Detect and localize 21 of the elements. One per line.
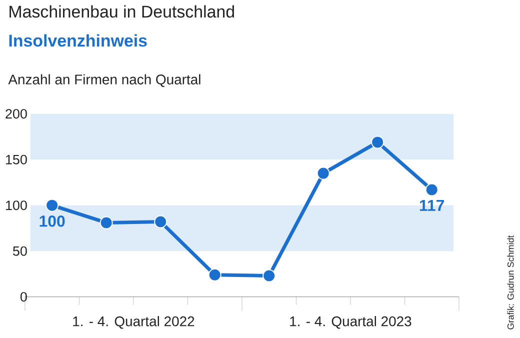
point bbox=[425, 183, 438, 196]
point bbox=[154, 215, 168, 228]
y-tick-label: 150 bbox=[6, 154, 27, 164]
point bbox=[262, 269, 276, 282]
text: 1. - 4. Quartal 2023 bbox=[290, 316, 412, 329]
point bbox=[316, 166, 330, 180]
y-tick-label: 0 bbox=[20, 292, 27, 302]
y-tick-label: 200 bbox=[6, 109, 27, 119]
point bbox=[371, 136, 384, 149]
y-tick-label: 50 bbox=[13, 246, 27, 256]
text: 1. - 4. Quartal 2022 bbox=[73, 316, 194, 329]
chart-subtitle: Insolvenzhinweis bbox=[9, 34, 147, 47]
point bbox=[208, 268, 222, 282]
data-label: 117 bbox=[420, 200, 444, 211]
chart-title: Maschinenbau in Deutschland bbox=[10, 5, 234, 18]
y-axis-title: Anzahl an Firmen nach Quartal bbox=[8, 74, 200, 87]
data-label: 100 bbox=[40, 216, 65, 227]
point bbox=[100, 216, 113, 230]
y-tick-label: 100 bbox=[6, 200, 27, 210]
text: Grafik: Gudrun Schmidt bbox=[507, 235, 514, 330]
point bbox=[46, 198, 59, 212]
